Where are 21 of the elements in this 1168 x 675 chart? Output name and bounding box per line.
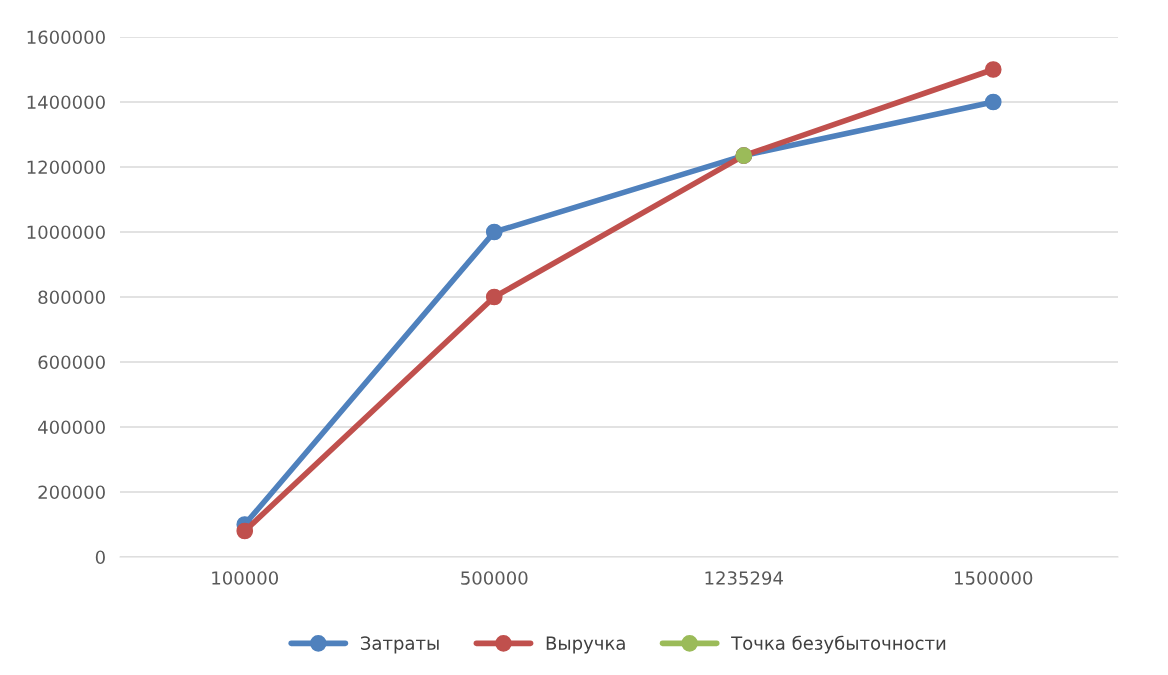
- point: [485, 288, 503, 306]
- legend-label: Выручка: [546, 636, 625, 654]
- y-tick-label: 1600000: [27, 30, 105, 45]
- x-tick-label: 500000: [461, 571, 528, 585]
- legend-label: Точка безубыточности: [731, 635, 946, 654]
- x-tick-label: 1235294: [705, 571, 783, 585]
- point: [984, 93, 1002, 111]
- y-tick-label: 1400000: [27, 95, 105, 110]
- y-tick-label: 800000: [38, 290, 105, 305]
- y-tick-label: 1200000: [27, 160, 105, 175]
- point: [485, 223, 503, 241]
- point: [236, 522, 254, 540]
- y-tick-label: 0: [95, 550, 105, 565]
- y-tick-label: 600000: [38, 355, 105, 370]
- point: [984, 61, 1002, 78]
- y-tick-label: 200000: [38, 485, 105, 500]
- legend-label: Затраты: [361, 636, 439, 654]
- x-tick-label: 1500000: [955, 571, 1033, 585]
- y-tick-label: 400000: [38, 420, 105, 435]
- y-tick-label: 1000000: [27, 225, 105, 240]
- x-tick-label: 100000: [212, 571, 279, 585]
